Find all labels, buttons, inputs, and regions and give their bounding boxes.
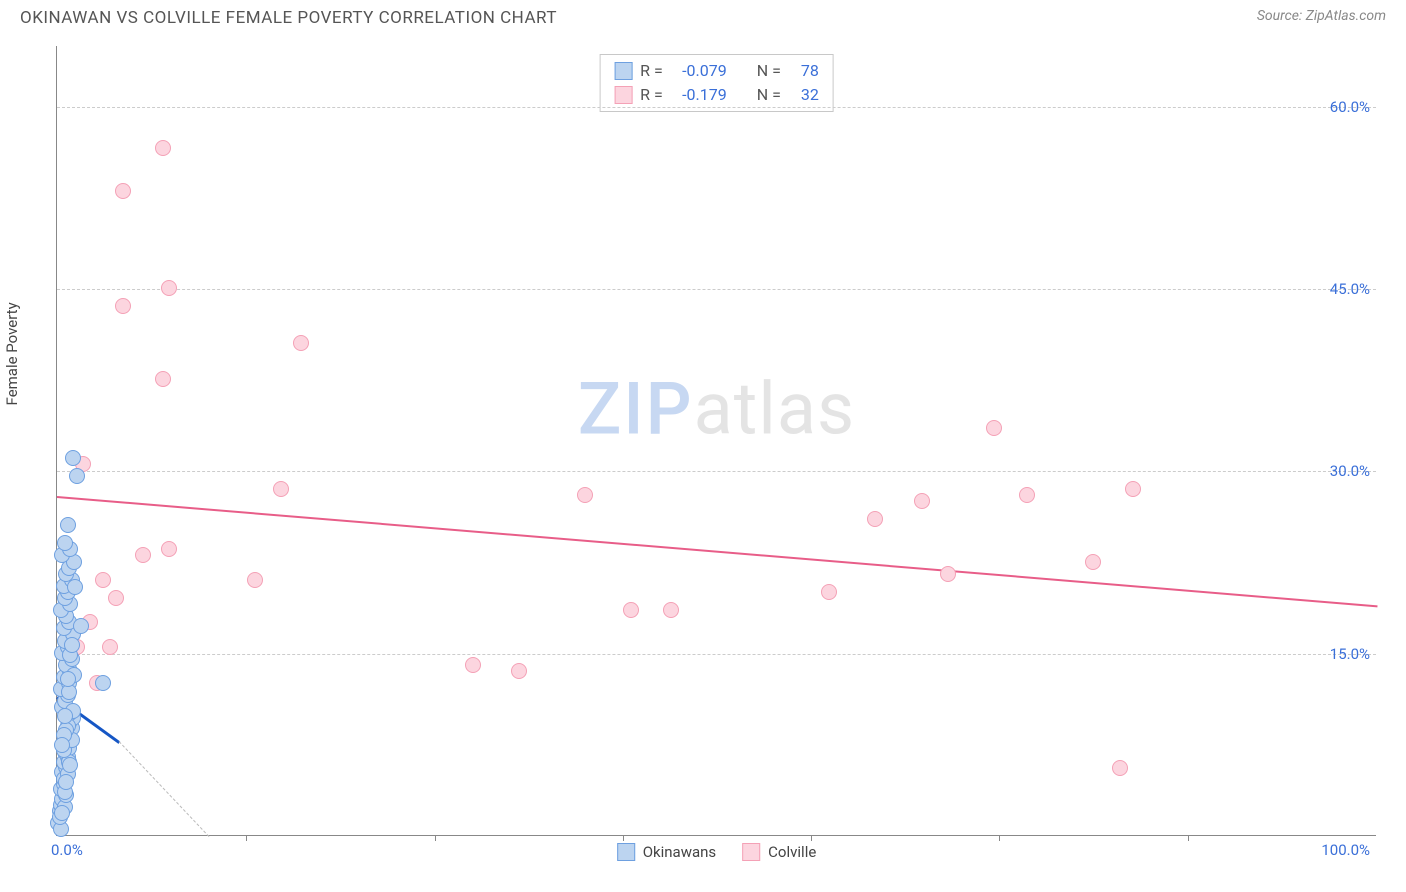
data-point bbox=[293, 335, 309, 351]
data-point bbox=[57, 708, 73, 724]
data-point bbox=[940, 566, 956, 582]
data-point bbox=[60, 671, 76, 687]
data-point bbox=[511, 663, 527, 679]
data-point bbox=[95, 572, 111, 588]
data-point bbox=[1085, 554, 1101, 570]
data-point bbox=[54, 737, 70, 753]
data-point bbox=[465, 657, 481, 673]
y-tick-label: 15.0% bbox=[1330, 645, 1370, 663]
data-point bbox=[115, 183, 131, 199]
watermark-part2: atlas bbox=[694, 366, 856, 451]
gridline bbox=[57, 289, 1376, 290]
watermark: ZIPatlas bbox=[578, 366, 855, 451]
data-point bbox=[65, 450, 81, 466]
x-tick-label: 100.0% bbox=[1321, 841, 1370, 859]
y-axis-label: Female Poverty bbox=[3, 302, 21, 405]
bottom-legend-item: Colville bbox=[742, 843, 816, 861]
data-point bbox=[108, 590, 124, 606]
data-point bbox=[161, 541, 177, 557]
data-point bbox=[821, 584, 837, 600]
data-point bbox=[69, 468, 85, 484]
source-credit: Source: ZipAtlas.com bbox=[1257, 8, 1386, 24]
legend-n-value: 78 bbox=[789, 59, 819, 83]
y-tick-label: 45.0% bbox=[1330, 280, 1370, 298]
data-point bbox=[58, 774, 74, 790]
data-point bbox=[1019, 487, 1035, 503]
y-tick-label: 30.0% bbox=[1330, 462, 1370, 480]
data-point bbox=[155, 140, 171, 156]
data-point bbox=[1125, 481, 1141, 497]
data-point bbox=[60, 517, 76, 533]
legend-swatch bbox=[614, 62, 632, 80]
y-tick-label: 60.0% bbox=[1330, 98, 1370, 116]
legend-series-label: Colville bbox=[768, 843, 816, 861]
legend-swatch bbox=[742, 843, 760, 861]
data-point bbox=[54, 805, 70, 821]
data-point bbox=[161, 280, 177, 296]
chart-container: Female Poverty ZIPatlas R =-0.079N =78R … bbox=[20, 38, 1386, 858]
data-point bbox=[155, 371, 171, 387]
data-point bbox=[577, 487, 593, 503]
data-point bbox=[115, 298, 131, 314]
data-point bbox=[135, 547, 151, 563]
gridline bbox=[57, 471, 1376, 472]
correlation-legend: R = -0.079 N = 78 R = -0.179 N = 32 bbox=[599, 54, 834, 112]
data-point bbox=[102, 639, 118, 655]
x-tick-mark bbox=[435, 835, 436, 841]
data-point bbox=[273, 481, 289, 497]
data-point bbox=[64, 637, 80, 653]
legend-swatch bbox=[614, 86, 632, 104]
data-point bbox=[67, 579, 83, 595]
legend-row: R = -0.179 N = 32 bbox=[614, 83, 819, 107]
legend-r-value: -0.079 bbox=[671, 59, 727, 83]
x-tick-mark bbox=[1188, 835, 1189, 841]
gridline bbox=[57, 654, 1376, 655]
legend-n-label: N = bbox=[757, 83, 781, 107]
data-point bbox=[247, 572, 263, 588]
legend-r-value: -0.179 bbox=[671, 83, 727, 107]
trend-projection bbox=[119, 741, 209, 836]
x-tick-label: 0.0% bbox=[51, 841, 83, 859]
x-tick-mark bbox=[999, 835, 1000, 841]
data-point bbox=[914, 493, 930, 509]
x-tick-mark bbox=[623, 835, 624, 841]
x-tick-mark bbox=[246, 835, 247, 841]
legend-series-label: Okinawans bbox=[643, 843, 716, 861]
x-tick-mark bbox=[811, 835, 812, 841]
legend-n-value: 32 bbox=[789, 83, 819, 107]
watermark-part1: ZIP bbox=[578, 366, 694, 451]
data-point bbox=[62, 757, 78, 773]
data-point bbox=[73, 618, 89, 634]
data-point bbox=[986, 420, 1002, 436]
legend-r-label: R = bbox=[640, 83, 663, 107]
legend-row: R = -0.079 N = 78 bbox=[614, 59, 819, 83]
scatter-plot: ZIPatlas R =-0.079N =78R =-0.179N =32 Ok… bbox=[56, 46, 1376, 836]
data-point bbox=[95, 675, 111, 691]
data-point bbox=[1112, 760, 1128, 776]
data-point bbox=[663, 602, 679, 618]
chart-title: OKINAWAN VS COLVILLE FEMALE POVERTY CORR… bbox=[20, 8, 557, 28]
data-point bbox=[623, 602, 639, 618]
bottom-legend-item: Okinawans bbox=[617, 843, 716, 861]
gridline bbox=[57, 107, 1376, 108]
data-point bbox=[867, 511, 883, 527]
legend-swatch bbox=[617, 843, 635, 861]
legend-r-label: R = bbox=[640, 59, 663, 83]
data-point bbox=[57, 535, 73, 551]
legend-n-label: N = bbox=[757, 59, 781, 83]
series-legend: Okinawans Colville bbox=[617, 843, 817, 861]
trend-line bbox=[57, 496, 1377, 607]
